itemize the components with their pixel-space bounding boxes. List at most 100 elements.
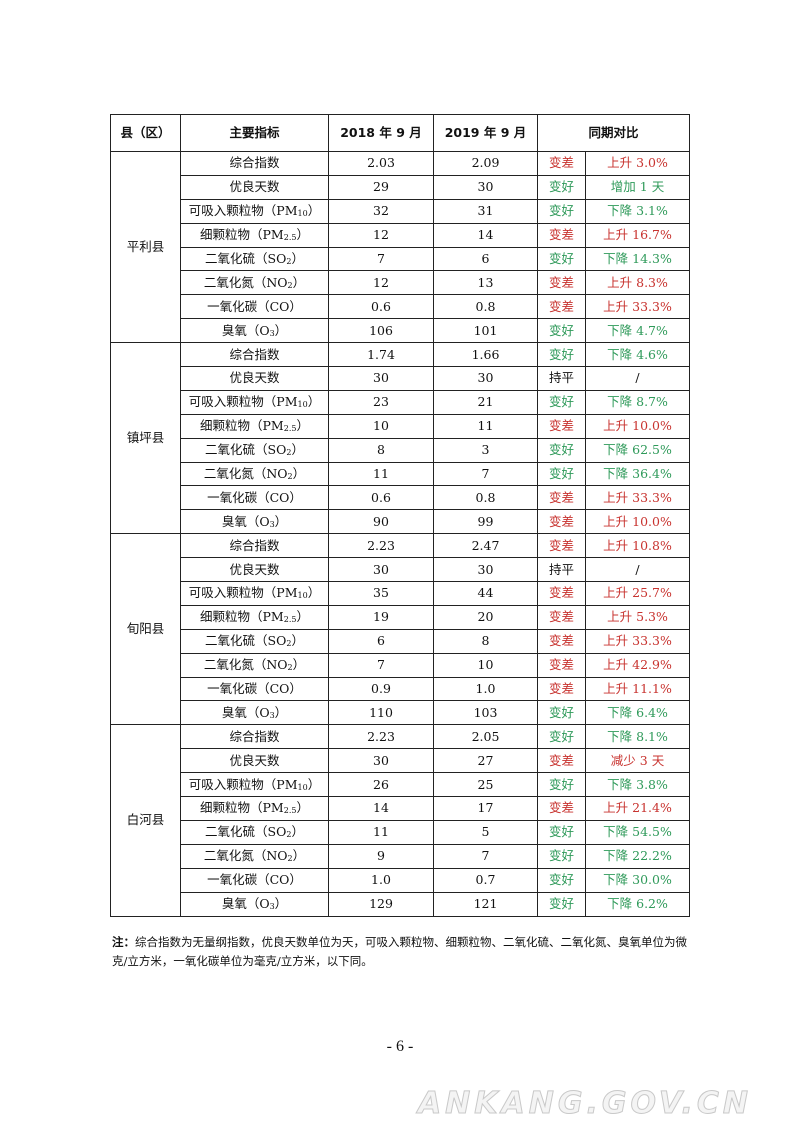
value-2018: 0.9 [328,676,434,702]
indicator-name: 可吸入颗粒物（PM [188,394,298,410]
indicator-suffix: ） [292,466,306,482]
value-2019: 2.09 [433,151,538,176]
indicator-cell: 一氧化碳（CO） [180,676,329,702]
value-2018: 29 [328,174,434,200]
indicator-suffix: ） [291,251,304,266]
table-row: 臭氧（O3） 129 121 变好 下降 6.2% [111,891,691,917]
indicator-name: 臭氧（O [221,704,270,720]
value-2018: 2.23 [328,533,434,559]
value-2018: 12 [328,270,434,296]
indicator-subscript: 10 [297,591,308,601]
indicator-cell: 可吸入颗粒物（PM10） [180,389,329,415]
indicator-name: 一氧化碳（CO） [207,681,302,697]
indicator-subscript: 2 [287,280,293,290]
indicator-name: 可吸入颗粒物（PM [188,585,298,601]
indicator-name: 细颗粒物（PM [200,227,284,243]
note-label: 注： [112,935,135,949]
change-value: 上升 33.3% [584,294,691,320]
indicator-cell: 臭氧（O3） [180,700,329,726]
change-value: 下降 6.4% [584,700,691,726]
trend-label: 变好 [537,318,586,344]
change-value: 上升 11.1% [584,676,691,702]
indicator-subscript: 2 [286,448,292,458]
trend-label: 变差 [537,270,586,296]
trend-label: 变好 [537,389,586,415]
indicator-suffix: ） [307,776,321,792]
indicator-subscript: 2.5 [283,615,297,625]
change-value: / [584,366,691,391]
indicator-cell: 细颗粒物（PM2.5） [180,222,329,248]
change-value: 下降 36.4% [584,461,691,487]
value-2018: 35 [328,581,434,606]
trend-label: 变差 [537,413,586,439]
value-2019: 30 [433,557,538,583]
indicator-name: 二氧化硫（SO [205,633,287,649]
value-2019: 99 [433,509,538,535]
indicator-cell: 臭氧（O3） [180,891,329,917]
value-2019: 13 [433,270,538,296]
change-value: 下降 22.2% [584,843,691,869]
change-value: 增加 1 天 [584,174,691,200]
indicator-cell: 二氧化硫（SO2） [180,437,329,463]
county-name: 旬阳县 [110,533,181,726]
trend-label: 变差 [537,796,586,821]
trend-label: 变好 [537,174,586,200]
table-row: 优良天数 29 30 变好 增加 1 天 [111,174,691,200]
indicator-suffix: ） [274,322,288,338]
table-row: 白河县 综合指数 2.23 2.05 变好 下降 8.1% [110,724,691,917]
table-row: 二氧化氮（NO2） 11 7 变好 下降 36.4% [111,461,691,487]
trend-label: 变好 [537,437,586,463]
value-2019: 6 [433,246,538,272]
trend-label: 变好 [537,843,586,869]
value-2019: 1.66 [433,342,538,368]
indicator-cell: 二氧化氮（NO2） [180,270,329,296]
table-row: 可吸入颗粒物（PM10） 23 21 变好 下降 8.7% [111,389,691,415]
indicator-name: 一氧化碳（CO） [207,298,302,314]
change-value: 下降 4.7% [584,318,691,344]
value-2018: 90 [328,509,434,535]
table-row: 二氧化硫（SO2） 7 6 变好 下降 14.3% [111,246,691,272]
indicator-suffix: ） [307,394,321,410]
value-2019: 0.8 [433,485,538,511]
indicator-cell: 可吸入颗粒物（PM10） [180,198,329,224]
indicator-subscript: 2.5 [283,806,297,816]
trend-label: 变差 [537,652,586,678]
indicator-subscript: 2.5 [283,233,297,243]
value-2019: 25 [433,772,538,798]
indicator-cell: 可吸入颗粒物（PM10） [180,772,329,798]
value-2018: 11 [328,819,434,845]
value-2018: 7 [328,652,434,678]
change-value: 上升 42.9% [584,652,691,678]
value-2018: 30 [328,366,434,391]
change-value: 下降 6.2% [584,891,691,917]
table-row: 二氧化氮（NO2） 9 7 变好 下降 22.2% [111,843,691,869]
trend-label: 变好 [537,724,586,750]
value-2019: 21 [433,389,538,415]
air-quality-table: 县（区） 主要指标 2018 年 9 月 2019 年 9 月 同期对比 平利县… [110,114,691,917]
value-2019: 7 [433,843,538,869]
value-2018: 110 [328,700,434,726]
value-2018: 1.0 [328,867,434,893]
table-row: 一氧化碳（CO） 0.6 0.8 变差 上升 33.3% [111,485,691,511]
value-2019: 2.47 [433,533,538,559]
indicator-cell: 二氧化硫（SO2） [180,628,329,654]
table-row: 二氧化硫（SO2） 6 8 变差 上升 33.3% [111,628,691,654]
value-2018: 7 [328,246,434,272]
value-2018: 11 [328,461,434,487]
table-body: 平利县 综合指数 2.03 2.09 变差 上升 3.0% 优良天数 29 30 变好 增加 1 天… [110,150,691,917]
table-row: 细颗粒物（PM2.5） 10 11 变差 上升 10.0% [111,413,691,439]
indicator-name: 臭氧（O [221,896,270,912]
indicator-subscript: 3 [269,902,275,912]
indicator-cell: 细颗粒物（PM2.5） [180,796,329,821]
indicator-name: 臭氧（O [221,322,270,338]
table-row: 臭氧（O3） 106 101 变好 下降 4.7% [111,318,691,344]
change-value: 上升 3.0% [584,151,691,176]
indicator-cell: 二氧化硫（SO2） [180,819,329,845]
change-value: 下降 3.8% [584,772,691,798]
value-2019: 44 [433,581,538,606]
table-row: 二氧化氮（NO2） 12 13 变差 上升 8.3% [111,270,691,296]
table-row: 二氧化氮（NO2） 7 10 变差 上升 42.9% [111,652,691,678]
value-2019: 2.05 [433,724,538,750]
trend-label: 持平 [537,557,586,583]
value-2018: 14 [328,796,434,821]
